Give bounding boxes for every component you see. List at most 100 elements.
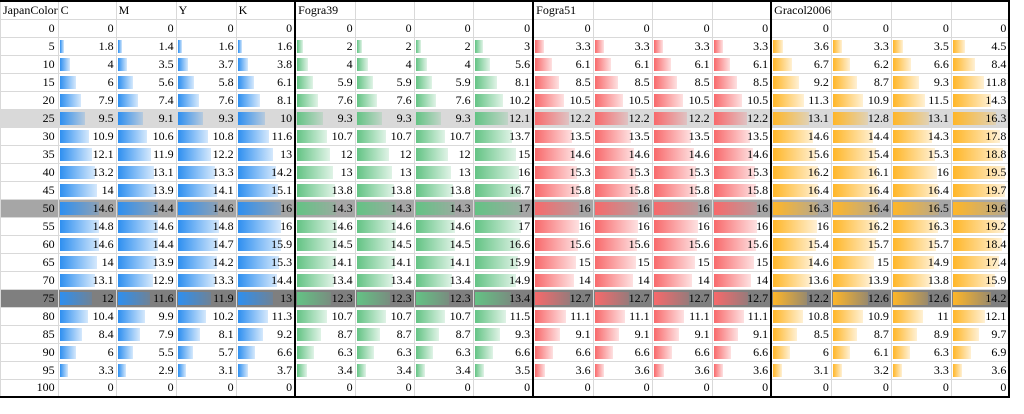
fogra51-value-cell[interactable]: 12.7 [592,288,653,308]
fogra51-value-cell[interactable]: 3.3 [592,36,653,56]
gracol-value-cell[interactable]: 11 [890,306,952,326]
fogra51-value-cell[interactable]: 10.5 [592,90,653,110]
fogra39-value-cell[interactable]: 14.3 [413,198,474,218]
fogra39-value-cell[interactable]: 12.3 [413,288,474,308]
fogra51-value-cell[interactable]: 3.3 [532,36,594,56]
fogra39-value-cell[interactable]: 12.1 [472,108,535,128]
fogra51-value-cell[interactable]: 8.5 [651,72,713,92]
japancolor-value-cell[interactable]: 10.4 [57,306,117,326]
japancolor-value-cell[interactable]: 0 [57,18,117,38]
gracol-value-cell[interactable]: 0 [950,18,1011,38]
gracol-value-cell[interactable]: 19.6 [950,198,1011,218]
gracol-value-cell[interactable]: 14.4 [830,126,892,146]
fogra39-value-cell[interactable]: 2 [294,36,356,56]
gracol-value-cell[interactable]: 10.8 [770,306,832,326]
gracol-value-cell[interactable]: 0 [830,18,892,38]
gracol-value-cell[interactable]: 3.1 [770,360,832,380]
fogra51-value-cell[interactable]: 12.2 [711,108,773,128]
gracol-value-cell[interactable]: 3.6 [770,36,832,56]
japancolor-value-cell[interactable]: 6.1 [235,72,297,92]
fogra51-value-cell[interactable]: 15.6 [532,234,594,254]
gracol-value-cell[interactable]: 12.2 [770,288,832,308]
fogra39-value-cell[interactable]: 14.1 [354,252,415,272]
fogra51-value-cell[interactable]: 6.6 [711,342,773,362]
fogra39-value-cell[interactable]: 6.3 [354,342,415,362]
gracol-value-cell[interactable]: 12.6 [890,288,952,308]
fogra39-value-cell[interactable]: 10.7 [413,306,474,326]
gracol-value-cell[interactable]: 6.2 [830,54,892,74]
japancolor-value-cell[interactable]: 13.1 [115,162,177,182]
japancolor-value-cell[interactable]: 7.9 [115,324,177,344]
japancolor-value-cell[interactable]: 16 [235,198,297,218]
gracol-value-cell[interactable]: 16.3 [890,216,952,236]
fogra39-value-cell[interactable]: 4 [354,54,415,74]
gracol-value-cell[interactable]: 6.3 [890,342,952,362]
fogra39-value-cell[interactable]: 7.6 [294,90,356,110]
japancolor-value-cell[interactable]: 11.6 [115,288,177,308]
fogra51-value-cell[interactable]: 12.2 [592,108,653,128]
fogra51-value-cell[interactable]: 13.5 [532,126,594,146]
japancolor-value-cell[interactable]: 6.6 [235,342,297,362]
fogra51-value-cell[interactable]: 14 [592,270,653,290]
fogra39-value-cell[interactable]: 14.1 [413,252,474,272]
fogra39-value-cell[interactable]: 13 [354,162,415,182]
fogra51-value-cell[interactable]: 13.5 [651,126,713,146]
gracol-value-cell[interactable]: 14.6 [770,126,832,146]
fogra51-value-cell[interactable]: 11.1 [532,306,594,326]
fogra39-value-cell[interactable]: 12 [354,144,415,164]
fogra51-value-cell[interactable]: 15 [532,252,594,272]
step-cell[interactable]: 40 [0,162,59,182]
fogra51-group-header[interactable]: Fogra51 [532,0,594,20]
fogra51-value-cell[interactable]: 6.1 [592,54,653,74]
gracol-value-cell[interactable]: 10.9 [830,306,892,326]
fogra51-value-cell[interactable]: 0 [532,378,594,398]
gracol-value-cell[interactable]: 13.6 [770,270,832,290]
fogra51-value-cell[interactable]: 0 [711,378,773,398]
step-cell[interactable]: 45 [0,180,59,200]
fogra51-value-cell[interactable]: 15.6 [592,234,653,254]
gracol-value-cell[interactable]: 0 [770,18,832,38]
gracol-value-cell[interactable]: 18.8 [950,144,1011,164]
gracol-value-cell[interactable]: 16 [770,216,832,236]
japancolor-value-cell[interactable]: 7.4 [115,90,177,110]
japancolor-value-cell[interactable]: 11.3 [235,306,297,326]
japancolor-value-cell[interactable]: 10 [235,108,297,128]
gracol-value-cell[interactable]: 15.3 [890,144,952,164]
japancolor-value-cell[interactable]: 8.1 [175,324,237,344]
fogra39-value-cell[interactable]: 10.7 [413,126,474,146]
step-cell[interactable]: 30 [0,126,59,146]
japancolor-value-cell[interactable]: 1.8 [57,36,117,56]
fogra51-value-cell[interactable]: 15.3 [532,162,594,182]
fogra51-value-cell[interactable]: 14.6 [651,144,713,164]
fogra51-value-cell[interactable]: 9.1 [651,324,713,344]
japancolor-channel-header[interactable]: Y [175,0,237,20]
gracol-value-cell[interactable]: 14.3 [950,90,1011,110]
gracol-value-cell[interactable]: 6.9 [950,342,1011,362]
fogra51-value-cell[interactable]: 15.3 [592,162,653,182]
japancolor-value-cell[interactable]: 13.9 [115,180,177,200]
fogra51-value-cell[interactable]: 14.6 [532,144,594,164]
japancolor-value-cell[interactable]: 10.9 [57,126,117,146]
japancolor-value-cell[interactable]: 15.9 [235,234,297,254]
fogra51-value-cell[interactable]: 13.5 [592,126,653,146]
fogra39-value-cell[interactable]: 6.6 [472,342,535,362]
gracol-value-cell[interactable]: 16.3 [950,108,1011,128]
gracol-value-cell[interactable]: 6.7 [770,54,832,74]
step-cell[interactable]: 85 [0,324,59,344]
japancolor-value-cell[interactable]: 1.6 [235,36,297,56]
fogra51-value-cell[interactable]: 15.8 [592,180,653,200]
gracol-value-cell[interactable]: 14.3 [890,126,952,146]
japancolor-value-cell[interactable]: 0 [175,378,237,398]
fogra51-value-cell[interactable]: 16 [592,198,653,218]
fogra39-value-cell[interactable]: 11.5 [472,306,535,326]
japancolor-value-cell[interactable]: 5.8 [175,72,237,92]
fogra39-value-cell[interactable]: 15 [472,144,535,164]
gracol-value-cell[interactable]: 15.4 [770,234,832,254]
fogra39-value-cell[interactable]: 16.7 [472,180,535,200]
japancolor-value-cell[interactable]: 11.6 [235,126,297,146]
fogra39-value-cell[interactable]: 13.4 [354,270,415,290]
fogra51-value-cell[interactable]: 6.6 [532,342,594,362]
japancolor-value-cell[interactable]: 10.8 [175,126,237,146]
japancolor-channel-header[interactable]: C [57,0,117,20]
japancolor-value-cell[interactable]: 12.1 [57,144,117,164]
